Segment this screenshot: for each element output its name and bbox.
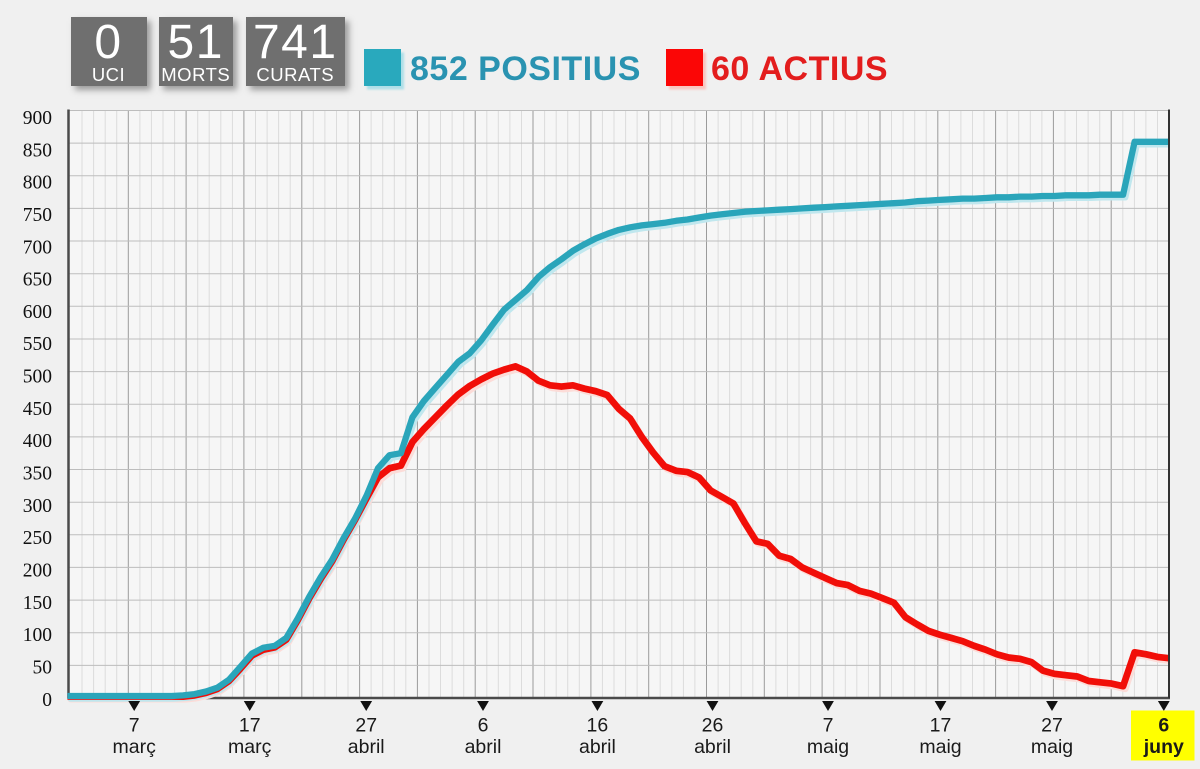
- svg-text:26: 26: [702, 715, 724, 737]
- svg-text:17: 17: [930, 715, 952, 737]
- svg-text:abril: abril: [465, 736, 502, 758]
- svg-text:maig: maig: [807, 736, 849, 758]
- svg-text:50: 50: [33, 658, 53, 679]
- svg-text:6: 6: [1158, 715, 1169, 737]
- svg-text:150: 150: [23, 593, 52, 614]
- svg-text:900: 900: [23, 108, 52, 129]
- svg-text:abril: abril: [694, 736, 731, 758]
- svg-text:500: 500: [23, 367, 52, 388]
- svg-text:0: 0: [42, 690, 52, 711]
- svg-text:6: 6: [478, 715, 489, 737]
- svg-text:700: 700: [23, 237, 52, 258]
- svg-text:16: 16: [587, 715, 609, 737]
- svg-text:7: 7: [823, 715, 834, 737]
- svg-text:400: 400: [23, 431, 52, 452]
- svg-text:maig: maig: [1031, 736, 1073, 758]
- svg-text:200: 200: [23, 561, 52, 582]
- svg-text:març: març: [113, 736, 157, 758]
- svg-text:300: 300: [23, 496, 52, 517]
- svg-text:800: 800: [23, 173, 52, 194]
- svg-text:550: 550: [23, 334, 52, 355]
- svg-text:350: 350: [23, 464, 52, 485]
- svg-text:abril: abril: [579, 736, 616, 758]
- svg-text:27: 27: [355, 715, 377, 737]
- svg-text:600: 600: [23, 302, 52, 323]
- svg-text:7: 7: [129, 715, 140, 737]
- svg-text:17: 17: [239, 715, 261, 737]
- svg-text:maig: maig: [919, 736, 961, 758]
- svg-text:250: 250: [23, 528, 52, 549]
- svg-text:100: 100: [23, 625, 52, 646]
- svg-text:850: 850: [23, 140, 52, 161]
- svg-text:març: març: [228, 736, 272, 758]
- svg-text:750: 750: [23, 205, 52, 226]
- svg-text:650: 650: [23, 270, 52, 291]
- svg-text:abril: abril: [348, 736, 385, 758]
- svg-text:juny: juny: [1143, 736, 1184, 758]
- svg-text:27: 27: [1041, 715, 1063, 737]
- svg-text:450: 450: [23, 399, 52, 420]
